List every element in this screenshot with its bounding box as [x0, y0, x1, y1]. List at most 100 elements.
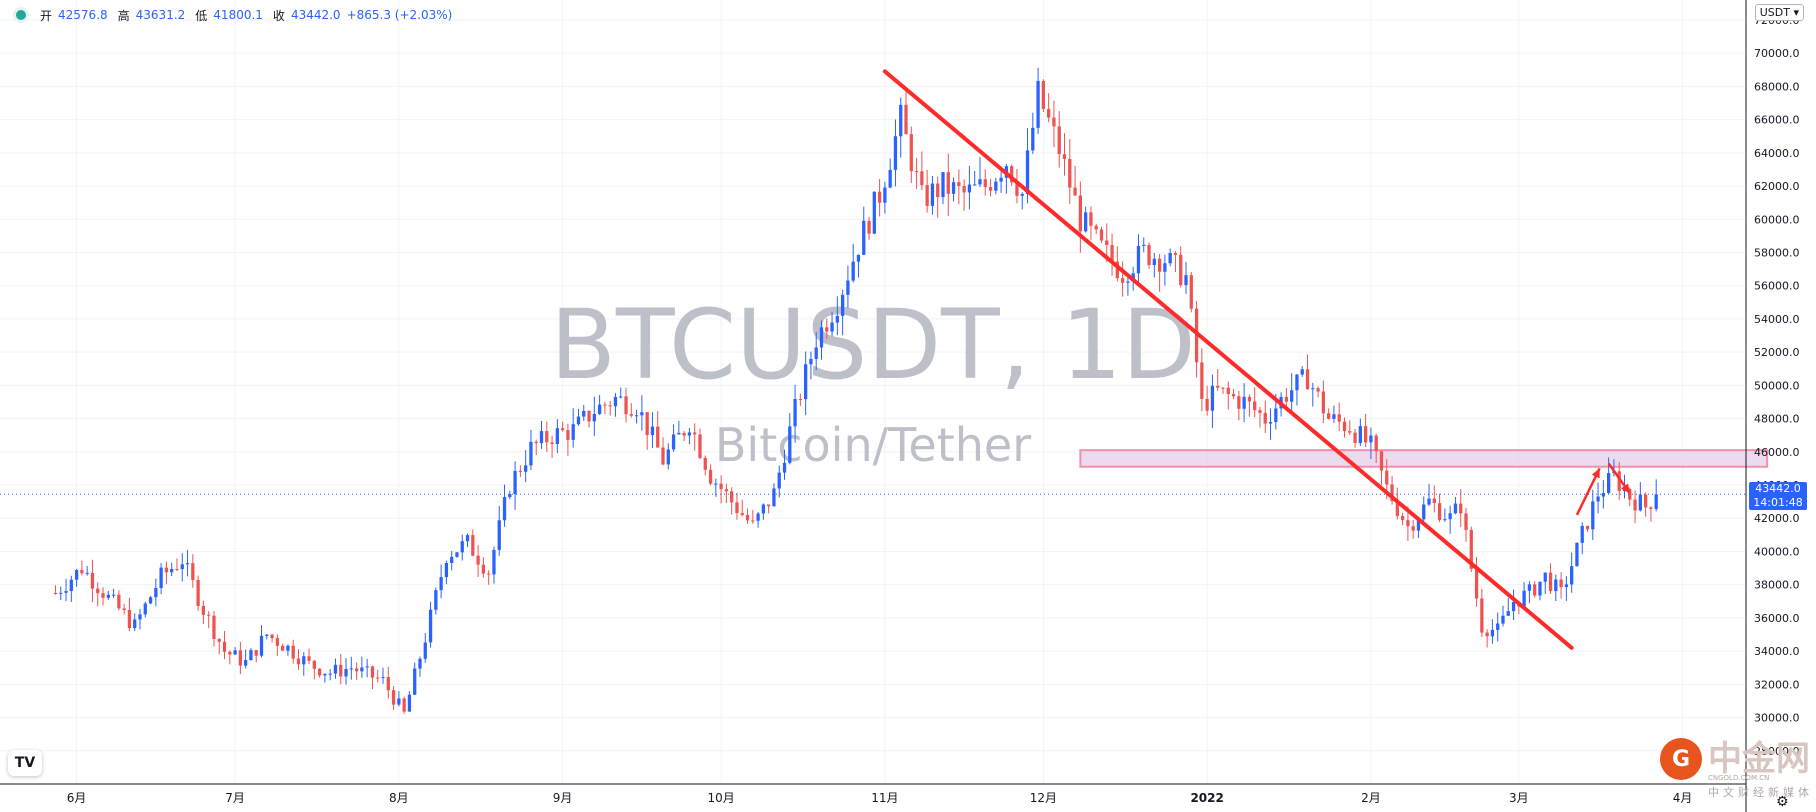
candle-body: [450, 556, 454, 564]
candle-body: [1422, 504, 1426, 520]
candle-body: [1268, 422, 1273, 424]
candle-body: [1078, 195, 1082, 232]
candle-body: [835, 315, 839, 323]
candle-body: [545, 431, 549, 443]
x-tick-label: 12月: [1030, 791, 1057, 805]
candle-body: [101, 593, 105, 598]
candle-body: [946, 172, 950, 194]
candle-body: [804, 364, 808, 400]
candle-body: [1036, 80, 1040, 128]
x-tick-label: 7月: [225, 791, 245, 805]
candle-body: [973, 184, 977, 186]
bar-countdown: 14:01:48: [1753, 496, 1803, 510]
candle-body: [524, 465, 528, 472]
candle-body: [608, 405, 612, 407]
candle-body: [418, 658, 422, 669]
candle-body: [513, 470, 517, 495]
candle-body: [90, 572, 95, 589]
candle-body: [1305, 369, 1310, 390]
candle-body: [185, 563, 190, 565]
candle-body: [1649, 507, 1653, 509]
candle-body: [233, 650, 237, 655]
x-tick-label: 2月: [1361, 791, 1381, 805]
candle-body: [1427, 498, 1431, 505]
candle-body: [856, 254, 861, 262]
tradingview-logo[interactable]: TV: [8, 750, 42, 776]
candle-body: [777, 472, 781, 489]
candle-body: [481, 564, 486, 574]
candle-body: [714, 483, 718, 485]
candle-body: [1057, 126, 1061, 155]
high-value: 43631.2: [135, 8, 186, 22]
candle-body: [1416, 519, 1421, 531]
candle-body: [1184, 275, 1188, 286]
candle-body: [207, 614, 211, 616]
candle-body: [212, 615, 216, 640]
candle-body: [1385, 470, 1389, 485]
brand-name: 中金网: [1708, 739, 1810, 779]
y-tick-label: 60000.0: [1754, 213, 1800, 226]
candle-body: [941, 172, 945, 198]
candle-body: [693, 432, 697, 435]
candle-body: [1348, 431, 1352, 433]
candle-body: [249, 650, 253, 661]
candle-body: [1411, 526, 1415, 531]
candle-body: [106, 594, 110, 598]
x-tick-label: 3月: [1509, 791, 1529, 805]
candle-body: [708, 469, 713, 484]
candle-body: [724, 489, 729, 492]
gear-icon[interactable]: ⚙: [1776, 794, 1789, 810]
x-tick-label: 10月: [707, 791, 734, 805]
candle-body: [751, 520, 755, 522]
candle-body: [656, 426, 660, 448]
candle-body: [1047, 108, 1051, 118]
candle-body: [85, 572, 89, 574]
candle-body: [508, 494, 512, 498]
candle-body: [59, 592, 63, 594]
candle-body: [1596, 496, 1600, 502]
low-value: 41800.1: [213, 8, 263, 22]
candle-body: [788, 426, 792, 463]
currency-unit-button[interactable]: USDT ▾: [1754, 4, 1804, 21]
y-tick-label: 42000.0: [1754, 512, 1800, 525]
y-tick-label: 64000.0: [1754, 147, 1800, 160]
candle-body: [1031, 127, 1035, 151]
candle-body: [539, 431, 544, 444]
last-price-value: 43442.0: [1755, 482, 1801, 496]
candle-body: [883, 187, 887, 203]
candle-body: [1120, 278, 1125, 283]
candle-body: [1490, 629, 1495, 637]
candle-body: [1654, 494, 1658, 509]
candle-body: [1216, 385, 1220, 388]
y-tick-label: 58000.0: [1754, 246, 1800, 259]
candle-body: [1496, 623, 1500, 630]
candle-body: [877, 191, 882, 203]
candle-body: [1379, 451, 1384, 471]
candle-body: [1020, 194, 1024, 196]
candle-body: [967, 184, 972, 193]
candle-body: [365, 666, 369, 668]
candle-body: [333, 664, 338, 674]
candle-body: [471, 535, 475, 556]
candle-body: [1511, 602, 1516, 612]
open-value: 42576.8: [58, 8, 108, 22]
candle-body: [1200, 362, 1204, 399]
candle-body: [222, 641, 227, 652]
candle-body: [497, 520, 501, 550]
candle-body: [1501, 615, 1505, 624]
change-value: +865.3 (+2.03%): [346, 8, 453, 22]
candle-body: [254, 650, 258, 656]
candle-body: [460, 541, 464, 553]
candle-body: [1274, 408, 1278, 423]
last-price-label: 43442.0 14:01:48: [1749, 482, 1807, 511]
candle-body: [951, 182, 956, 194]
x-tick-label: 6月: [67, 791, 87, 805]
candle-body: [111, 594, 116, 596]
candle-body: [629, 414, 633, 416]
candle-body: [1025, 150, 1030, 195]
candle-body: [957, 182, 961, 187]
candle-body: [164, 567, 169, 573]
candle-body: [1073, 187, 1077, 196]
